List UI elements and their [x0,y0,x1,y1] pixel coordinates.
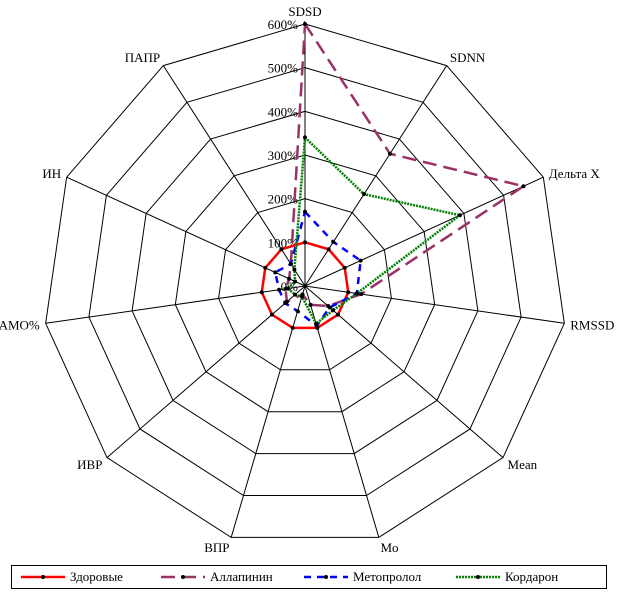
data-point [295,309,300,314]
data-point [283,301,288,306]
legend-label: Аллапинин [210,569,273,584]
legend-item: Аллапинин [160,566,273,588]
legend-label: Здоровые [70,569,123,584]
legend-item: Кордарон [455,566,558,588]
axis-spoke [162,65,306,287]
data-point [277,287,282,292]
data-point [358,258,363,263]
grid-ring [88,67,522,496]
data-point [287,276,292,281]
data-point [285,286,290,291]
legend-swatch [456,575,500,579]
series-line [285,134,463,326]
legend-item: Здоровые [20,566,123,588]
axis-label: RMSSD [570,318,614,333]
legend-label: Метопролол [353,569,422,584]
grid-ring [218,198,392,371]
data-point [292,267,297,272]
axis-label: Mo [381,540,399,555]
legend-swatch [304,575,348,579]
tick-label: 300% [268,148,299,163]
data-point [359,292,364,297]
data-point [362,192,367,197]
data-point [263,265,268,270]
data-point [303,135,307,140]
axis-spoke [106,285,306,458]
data-point [346,290,351,295]
axis-label: AMO% [0,318,40,333]
data-point [290,325,295,330]
axis-label: ВПР [204,540,229,555]
axis-spoke [304,65,448,287]
data-point [331,308,336,313]
data-point [336,312,341,317]
axis-label: SDSD [288,4,321,19]
data-point [308,302,313,307]
legend-swatch [21,575,65,579]
data-point [293,292,298,297]
axis-spoke [304,285,504,458]
data-point [303,240,307,245]
data-point [303,209,307,214]
data-point [303,22,307,26]
axis-label: ИН [42,166,61,181]
legend-swatch [161,575,205,579]
data-point [269,312,274,317]
data-point [314,321,319,326]
data-point [273,270,278,275]
grid-ring [174,154,436,413]
axis-spoke [304,176,544,287]
data-point [299,294,304,299]
data-point [342,265,347,270]
grid-ring [131,110,479,455]
tick-label: 500% [268,61,299,76]
series-line [260,241,350,330]
axis-label: SDNN [450,50,486,65]
series-line [284,20,527,308]
data-point [387,151,392,156]
tick-label: 200% [268,192,299,207]
axis-label: ПАПР [125,50,160,65]
tick-label: 600% [268,17,299,32]
data-point [259,290,264,295]
legend: Здоровые Аллапинин Метопролол Кордарон [11,565,607,589]
data-point [457,213,462,218]
legend-item: Метопролол [303,566,421,588]
data-point [279,247,284,252]
data-point [293,279,298,284]
data-point [326,247,331,252]
radar-chart: 0%100%200%300%400%500%600%SDSDSDNNДельта… [0,4,614,555]
series-line [273,209,362,328]
legend-label: Кордарон [505,569,559,584]
axis-label: ИВР [77,457,102,472]
axis-label: Дельта Х [549,166,601,181]
axis-label: Mean [508,457,538,472]
grid-ring [45,23,565,538]
tick-label: 400% [268,104,299,119]
data-point [354,291,359,296]
data-point [331,239,336,244]
data-point [327,305,332,310]
data-point [521,184,526,189]
data-point [288,261,293,266]
